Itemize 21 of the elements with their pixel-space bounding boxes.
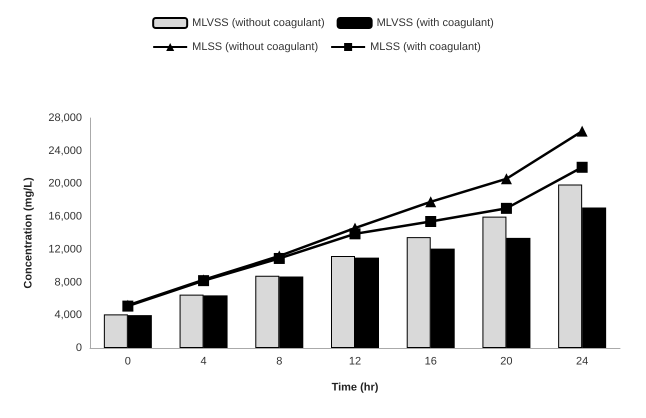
y-tick-label: 4,000 bbox=[54, 309, 82, 322]
y-tick-label: 16,000 bbox=[48, 210, 82, 223]
y-axis-title: Concentration (mg/L) bbox=[22, 177, 34, 289]
y-tick-label: 24,000 bbox=[48, 144, 82, 157]
x-tick-label: 12 bbox=[348, 356, 362, 368]
y-tick-label: 12,000 bbox=[48, 243, 82, 256]
x-tick-label: 0 bbox=[124, 356, 131, 368]
legend-label: MLVSS (with coagulant) bbox=[376, 17, 494, 29]
x-axis-title: Time (hr) bbox=[332, 382, 379, 394]
y-tick-label: 28,000 bbox=[48, 112, 82, 124]
y-tick-label: 0 bbox=[76, 342, 82, 354]
legend-label: MLSS (with coagulant) bbox=[370, 41, 481, 53]
y-tick-label: 20,000 bbox=[48, 178, 82, 190]
x-tick-label: 20 bbox=[500, 356, 513, 368]
y-tick-label: 8,000 bbox=[54, 276, 82, 288]
legend-label: MLVSS (without coagulant) bbox=[192, 17, 325, 29]
x-tick-label: 8 bbox=[276, 356, 282, 368]
legend-label: MLSS (without coagulant) bbox=[192, 41, 318, 53]
x-tick-label: 16 bbox=[424, 356, 437, 368]
x-tick-label: 4 bbox=[200, 356, 207, 368]
x-tick-label: 24 bbox=[576, 356, 588, 368]
